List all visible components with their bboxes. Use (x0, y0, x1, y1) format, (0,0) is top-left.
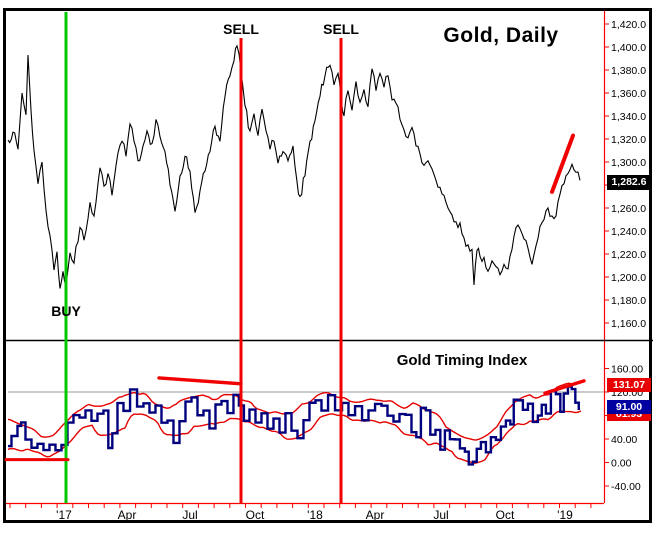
price-axis-label: 1,360.0 (611, 88, 646, 100)
indicator-trendline-2 (543, 379, 586, 395)
upper-band-value-label: 131.07 (607, 378, 651, 392)
x-axis-label: Jul (433, 508, 448, 522)
gold-price-line (7, 44, 581, 289)
last-price-label: 1,282.6 (607, 175, 651, 190)
sell-annotation-1: SELL (223, 21, 259, 37)
price-axis-label: 1,340.0 (611, 111, 646, 123)
indicator-axis-label: -40.00 (611, 481, 641, 493)
price-axis-label: 1,180.0 (611, 295, 646, 307)
timing-index-line (8, 385, 580, 466)
buy-annotation: BUY (51, 303, 81, 319)
price-axis-label: 1,160.0 (611, 318, 646, 330)
indicator-axis-label: 160.00 (611, 363, 643, 375)
price-trendline (550, 133, 575, 194)
index-value-label: 91.00 (607, 400, 651, 414)
lower-band-line (7, 410, 582, 464)
upper-band-line (7, 381, 582, 441)
x-axis-label: Apr (366, 508, 385, 522)
indicator-axis-label: 40.00 (611, 434, 637, 446)
price-axis-label: 1,240.0 (611, 226, 646, 238)
indicator-trendline-1 (157, 376, 243, 386)
price-axis-label: 1,220.0 (611, 249, 646, 261)
chart-title: Gold, Daily (443, 24, 559, 47)
x-axis-label: Jul (182, 508, 197, 522)
x-axis-label: '17 (56, 508, 72, 522)
price-axis-label: 1,380.0 (611, 65, 646, 77)
indicator-title: Gold Timing Index (396, 352, 528, 369)
price-axis-label: 1,320.0 (611, 134, 646, 146)
price-axis-label: 1,260.0 (611, 203, 646, 215)
x-axis-label: '19 (557, 508, 573, 522)
x-axis-label: Oct (246, 508, 265, 522)
x-axis-label: Apr (118, 508, 137, 522)
price-axis-label: 1,200.0 (611, 272, 646, 284)
price-axis-label: 1,300.0 (611, 157, 646, 169)
chart-frame (3, 8, 652, 523)
x-axis-label: '18 (307, 508, 323, 522)
sell-annotation-2: SELL (323, 21, 359, 37)
price-axis-label: 1,400.0 (611, 42, 646, 54)
x-axis-label: Oct (496, 508, 515, 522)
price-axis-label: 1,420.0 (611, 19, 646, 31)
indicator-axis-label: 0.00 (611, 457, 632, 469)
